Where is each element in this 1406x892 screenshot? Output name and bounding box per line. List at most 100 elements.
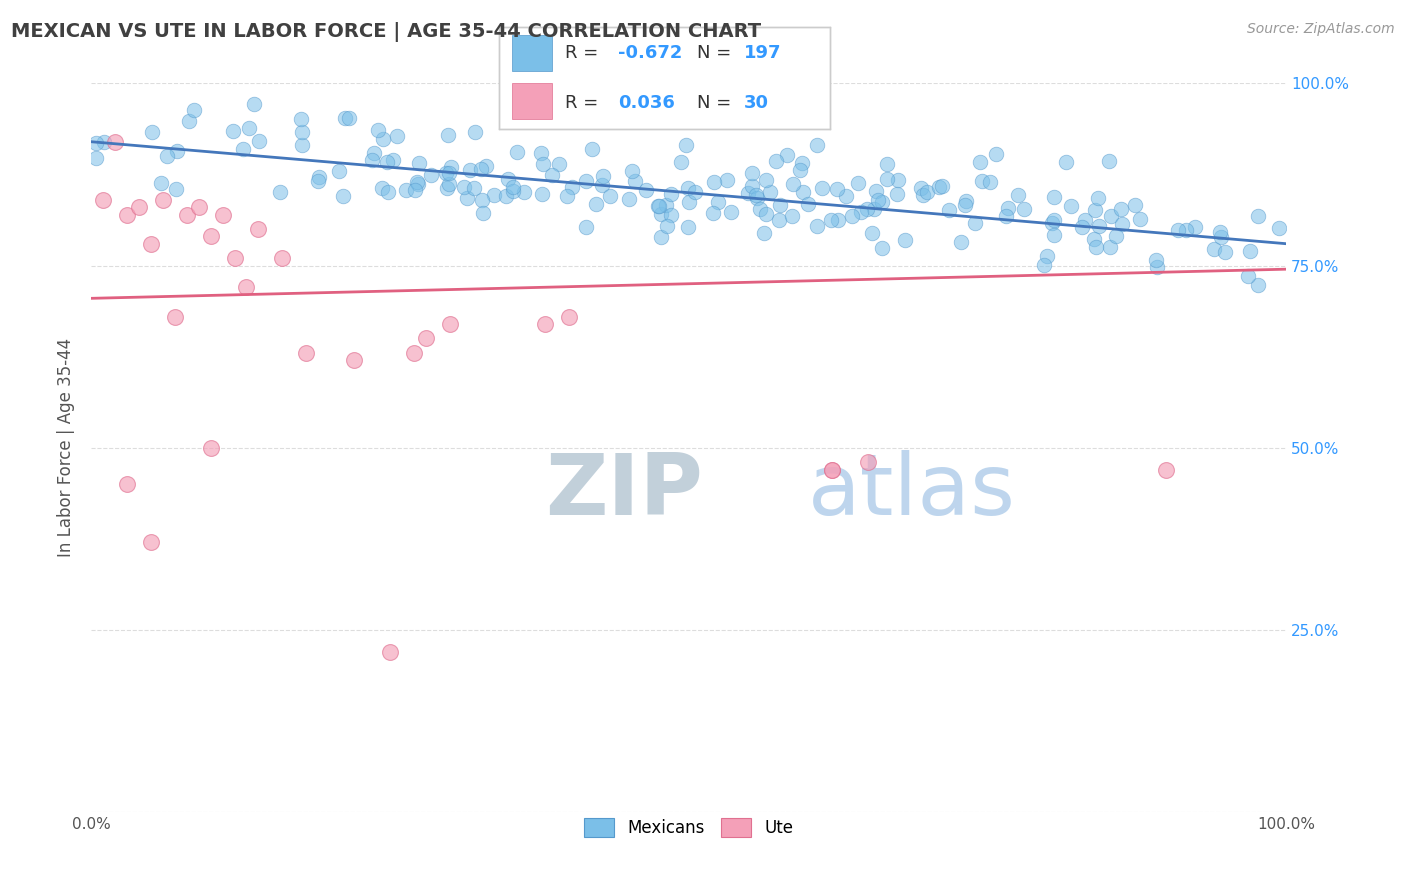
- Point: [737, 186, 759, 200]
- Point: [782, 209, 804, 223]
- Text: -0.672: -0.672: [619, 44, 682, 62]
- Point: [1144, 253, 1167, 268]
- Point: [496, 172, 519, 186]
- Point: [574, 220, 596, 235]
- Point: [821, 462, 844, 476]
- Point: [165, 182, 187, 196]
- Point: [752, 226, 775, 240]
- Point: [335, 111, 357, 125]
- Point: [741, 166, 763, 180]
- Point: [434, 166, 457, 180]
- Text: N =: N =: [697, 44, 737, 62]
- Point: [741, 179, 763, 194]
- Point: [1099, 239, 1122, 253]
- Point: [669, 154, 692, 169]
- Point: [115, 477, 138, 491]
- Point: [856, 455, 879, 469]
- Point: [232, 143, 254, 157]
- Point: [591, 178, 613, 192]
- Point: [894, 233, 917, 247]
- Point: [997, 202, 1019, 216]
- Point: [1146, 260, 1168, 274]
- Point: [183, 103, 205, 118]
- Point: [377, 186, 399, 200]
- Point: [343, 353, 366, 368]
- Point: [765, 153, 787, 168]
- Point: [792, 156, 814, 170]
- Point: [1109, 202, 1132, 216]
- Point: [128, 200, 150, 214]
- Point: [827, 212, 849, 227]
- Point: [969, 155, 991, 169]
- Point: [308, 170, 330, 185]
- Point: [655, 219, 678, 233]
- Point: [104, 135, 127, 149]
- Point: [115, 208, 138, 222]
- Point: [291, 125, 314, 139]
- Point: [949, 235, 972, 249]
- Point: [247, 134, 270, 148]
- Point: [592, 169, 614, 183]
- Point: [564, 112, 586, 126]
- Point: [472, 206, 495, 220]
- Point: [648, 199, 671, 213]
- Point: [166, 144, 188, 158]
- Point: [931, 179, 953, 194]
- Point: [471, 193, 494, 207]
- Point: [1239, 244, 1261, 258]
- Point: [269, 186, 291, 200]
- Point: [1084, 240, 1107, 254]
- Point: [866, 194, 889, 208]
- Point: [1204, 242, 1226, 256]
- Point: [139, 236, 162, 251]
- Point: [953, 198, 976, 212]
- Text: R =: R =: [565, 44, 605, 62]
- Point: [200, 441, 222, 455]
- Point: [851, 205, 873, 219]
- Point: [531, 186, 554, 201]
- Point: [439, 160, 461, 174]
- Point: [825, 182, 848, 196]
- Text: Source: ZipAtlas.com: Source: ZipAtlas.com: [1247, 22, 1395, 37]
- Point: [395, 183, 418, 197]
- Point: [776, 148, 799, 162]
- Point: [769, 198, 792, 212]
- Point: [624, 174, 647, 188]
- Point: [463, 181, 485, 195]
- Point: [406, 175, 429, 189]
- Point: [290, 138, 312, 153]
- Point: [995, 209, 1018, 223]
- Point: [436, 128, 458, 143]
- Point: [585, 197, 607, 211]
- Point: [371, 132, 394, 146]
- Text: 197: 197: [744, 44, 782, 62]
- Point: [530, 146, 553, 161]
- Point: [1056, 155, 1078, 169]
- Point: [1129, 212, 1152, 227]
- Point: [371, 181, 394, 195]
- Point: [475, 159, 498, 173]
- Point: [1268, 220, 1291, 235]
- Point: [886, 173, 908, 187]
- Point: [720, 205, 742, 219]
- Point: [1043, 190, 1066, 204]
- Point: [419, 168, 441, 182]
- Point: [970, 174, 993, 188]
- Point: [404, 183, 426, 197]
- Point: [856, 202, 879, 217]
- Point: [332, 188, 354, 202]
- Point: [458, 162, 481, 177]
- Point: [938, 203, 960, 218]
- Point: [617, 193, 640, 207]
- Point: [703, 175, 725, 189]
- Point: [1208, 225, 1230, 239]
- Point: [835, 189, 858, 203]
- Point: [548, 157, 571, 171]
- Point: [928, 180, 950, 194]
- Point: [1184, 220, 1206, 235]
- Point: [986, 146, 1008, 161]
- Point: [307, 174, 329, 188]
- Point: [1105, 229, 1128, 244]
- Point: [1246, 277, 1268, 292]
- Point: [495, 188, 517, 202]
